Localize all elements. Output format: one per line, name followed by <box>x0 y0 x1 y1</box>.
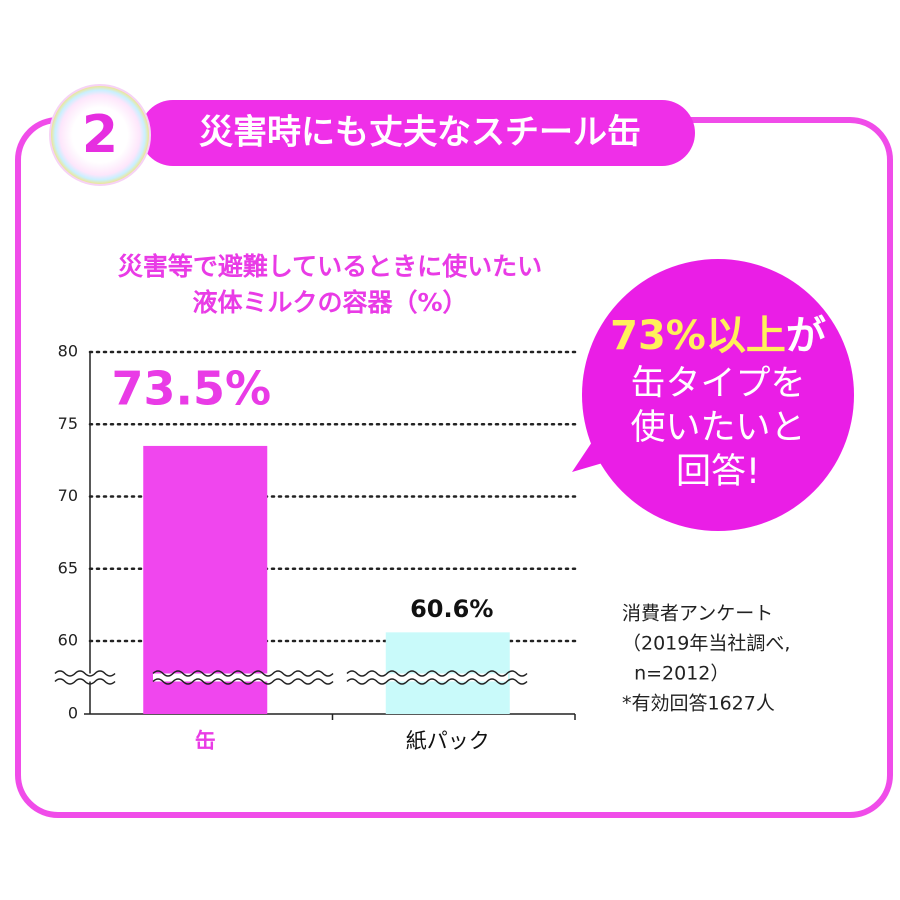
header-number: 2 <box>82 105 118 165</box>
note-line: n=2012） <box>622 663 729 685</box>
x-tick-label: 缶 <box>195 729 216 753</box>
x-tick-label: 紙パック <box>406 729 490 753</box>
note-line: 消費者アンケート <box>622 603 773 625</box>
note-line: *有効回答1627人 <box>622 693 775 715</box>
y-tick-label: 70 <box>58 486 78 505</box>
callout-bubble <box>582 259 854 531</box>
axis-break-gap <box>55 673 110 682</box>
axis-break <box>54 670 116 677</box>
callout-text: 回答! <box>676 452 760 492</box>
axis-break <box>346 678 528 685</box>
y-tick-label: 60 <box>58 631 78 650</box>
chart-title: 液体ミルクの容器（%） <box>192 288 467 317</box>
axis-break <box>54 678 116 685</box>
value-label: 60.6% <box>410 595 493 623</box>
y-tick-label: 0 <box>68 704 78 723</box>
callout-text: 缶タイプを <box>630 364 805 404</box>
axis-break-gap <box>347 673 508 682</box>
callout-line: 73%以上が <box>610 313 826 359</box>
value-label: 73.5% <box>111 362 271 416</box>
bar <box>143 445 268 714</box>
callout-emphasis: 73%以上 <box>610 313 786 359</box>
note-line: （2019年当社調べ, <box>622 633 790 655</box>
chart-title: 災害等で避難しているときに使いたい <box>118 252 542 281</box>
header-badge <box>49 84 151 186</box>
axis-break-gap <box>153 673 315 682</box>
axis-break <box>152 670 334 677</box>
y-tick-label: 75 <box>58 414 78 433</box>
axis-break <box>346 670 528 677</box>
header-band <box>140 100 695 166</box>
y-tick-label: 80 <box>58 342 78 361</box>
axis-break <box>152 678 334 685</box>
header-title: 災害時にも丈夫なスチール缶 <box>199 113 641 153</box>
callout-text: が <box>786 313 826 359</box>
y-tick-label: 65 <box>58 558 78 577</box>
callout-text: 使いたいと <box>630 408 805 448</box>
